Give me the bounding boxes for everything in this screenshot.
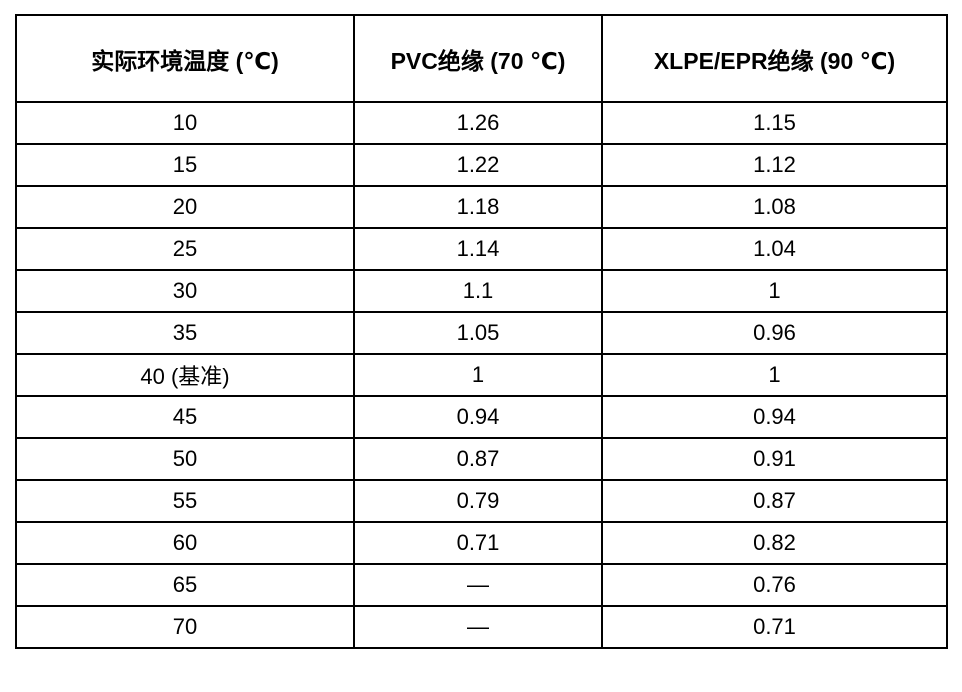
- cell-xlpe-factor: 1.12: [601, 143, 948, 187]
- cell-pvc-factor: —: [353, 563, 603, 607]
- cell-temperature: 55: [15, 479, 355, 523]
- table-row: 50 0.87 0.91: [15, 437, 948, 481]
- cell-pvc-factor: —: [353, 605, 603, 649]
- cell-xlpe-factor: 1: [601, 353, 948, 397]
- cell-xlpe-factor: 1.04: [601, 227, 948, 271]
- temperature-correction-table-container: 实际环境温度 (℃) PVC绝缘 (70 ℃) XLPE/EPR绝缘 (90 ℃…: [15, 14, 948, 649]
- cell-pvc-factor: 0.94: [353, 395, 603, 439]
- cell-temperature: 70: [15, 605, 355, 649]
- cell-temperature: 10: [15, 101, 355, 145]
- table-row: 35 1.05 0.96: [15, 311, 948, 355]
- cell-temperature: 15: [15, 143, 355, 187]
- table-row: 10 1.26 1.15: [15, 101, 948, 145]
- header-cell-xlpe-epr-insulation: XLPE/EPR绝缘 (90 ℃): [601, 14, 948, 103]
- cell-temperature: 25: [15, 227, 355, 271]
- cell-xlpe-factor: 1.15: [601, 101, 948, 145]
- table-body: 10 1.26 1.15 15 1.22 1.12 20 1.18 1.08 2…: [15, 101, 948, 649]
- cell-xlpe-factor: 0.71: [601, 605, 948, 649]
- cell-temperature: 60: [15, 521, 355, 565]
- cell-xlpe-factor: 0.91: [601, 437, 948, 481]
- cell-pvc-factor: 1: [353, 353, 603, 397]
- cell-temperature: 40 (基准): [15, 353, 355, 397]
- table-row: 25 1.14 1.04: [15, 227, 948, 271]
- table-row: 45 0.94 0.94: [15, 395, 948, 439]
- table-header: 实际环境温度 (℃) PVC绝缘 (70 ℃) XLPE/EPR绝缘 (90 ℃…: [15, 14, 948, 103]
- table-row: 55 0.79 0.87: [15, 479, 948, 523]
- cell-xlpe-factor: 0.82: [601, 521, 948, 565]
- cell-xlpe-factor: 0.94: [601, 395, 948, 439]
- table-row: 70 — 0.71: [15, 605, 948, 649]
- cell-pvc-factor: 1.22: [353, 143, 603, 187]
- cell-pvc-factor: 0.71: [353, 521, 603, 565]
- table-row: 65 — 0.76: [15, 563, 948, 607]
- table-row: 30 1.1 1: [15, 269, 948, 313]
- header-cell-ambient-temperature: 实际环境温度 (℃): [15, 14, 355, 103]
- cell-xlpe-factor: 1.08: [601, 185, 948, 229]
- cell-pvc-factor: 1.05: [353, 311, 603, 355]
- cell-temperature: 30: [15, 269, 355, 313]
- temperature-correction-table: 实际环境温度 (℃) PVC绝缘 (70 ℃) XLPE/EPR绝缘 (90 ℃…: [15, 14, 948, 649]
- cell-pvc-factor: 0.79: [353, 479, 603, 523]
- cell-xlpe-factor: 0.87: [601, 479, 948, 523]
- header-row: 实际环境温度 (℃) PVC绝缘 (70 ℃) XLPE/EPR绝缘 (90 ℃…: [15, 14, 948, 103]
- table-row-reference: 40 (基准) 1 1: [15, 353, 948, 397]
- cell-pvc-factor: 1.18: [353, 185, 603, 229]
- table-row: 15 1.22 1.12: [15, 143, 948, 187]
- cell-pvc-factor: 1.1: [353, 269, 603, 313]
- cell-temperature: 65: [15, 563, 355, 607]
- cell-temperature: 20: [15, 185, 355, 229]
- cell-xlpe-factor: 1: [601, 269, 948, 313]
- cell-temperature: 50: [15, 437, 355, 481]
- cell-pvc-factor: 1.26: [353, 101, 603, 145]
- cell-pvc-factor: 0.87: [353, 437, 603, 481]
- cell-pvc-factor: 1.14: [353, 227, 603, 271]
- cell-temperature: 35: [15, 311, 355, 355]
- cell-xlpe-factor: 0.96: [601, 311, 948, 355]
- header-cell-pvc-insulation: PVC绝缘 (70 ℃): [353, 14, 603, 103]
- table-row: 60 0.71 0.82: [15, 521, 948, 565]
- cell-xlpe-factor: 0.76: [601, 563, 948, 607]
- cell-temperature: 45: [15, 395, 355, 439]
- table-row: 20 1.18 1.08: [15, 185, 948, 229]
